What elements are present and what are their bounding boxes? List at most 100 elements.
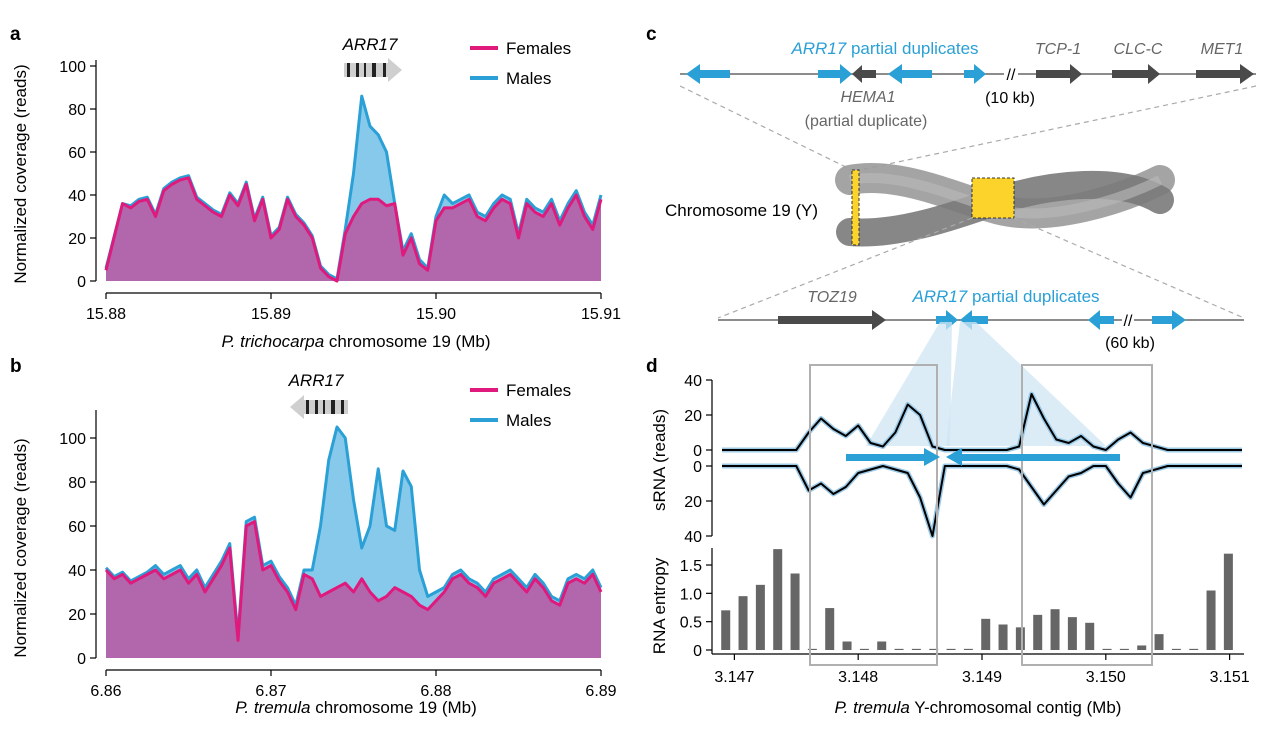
panel-b-ytick-label: 40 — [68, 563, 86, 580]
panel-b-chart: 0 20 40 60 80 100 6.86 6.87 6.88 6.89 Normalized … — [11, 371, 617, 717]
entropy-bar — [946, 648, 956, 650]
panel-b-ylabel: Normalized coverage (reads) — [11, 438, 30, 657]
entropy-bar — [1154, 634, 1164, 650]
entropy-bar — [1189, 648, 1199, 650]
top-arr17-label-rest: partial duplicates — [846, 39, 978, 58]
top-tcp1-label: TCP-1 — [1035, 41, 1081, 58]
zoom-line-bottom-right — [1013, 217, 1245, 319]
panel-a-xtick-label: 15.91 — [581, 306, 621, 323]
panel-b-ytick-label: 60 — [68, 519, 86, 536]
panel-a-xtick-label: 15.89 — [251, 306, 291, 323]
top-met1-label: MET1 — [1201, 41, 1244, 58]
chromosome-19-y — [835, 163, 1175, 247]
region-box-left — [809, 364, 938, 666]
panel-a-xlabel-rest: chromosome 19 (Mb) — [324, 332, 490, 351]
panel-letter-a: a — [10, 24, 21, 45]
bottom-arr17-duplicates — [936, 310, 1186, 330]
bottom-break-mark: // — [1124, 313, 1133, 330]
panel-letter-d: d — [646, 356, 658, 377]
entropy-xtick-label: 3.150 — [1086, 669, 1126, 686]
top-clcc-label: CLC-C — [1114, 41, 1163, 58]
panel-b-ytick-label: 0 — [77, 651, 86, 668]
region-box-right — [1021, 364, 1153, 666]
panel-a-xtick-label: 15.90 — [416, 306, 456, 323]
entropy-xtick-label: 3.151 — [1210, 669, 1250, 686]
bottom-toz19-gene — [778, 310, 886, 330]
entropy-bar — [755, 584, 765, 650]
srna-minus-line — [722, 465, 1242, 537]
projection-left — [866, 322, 952, 446]
panel-b-legend-females: Females — [506, 381, 571, 400]
panel-b-areas — [104, 425, 603, 658]
srna-ytick-label: 40 — [684, 373, 702, 390]
panel-letter-c: c — [646, 24, 657, 45]
srna-minus-shadow — [722, 463, 1242, 539]
panel-b-gene-label: ARR17 — [288, 371, 344, 390]
panel-a-legend-males: Males — [506, 69, 551, 88]
entropy-bar — [859, 648, 869, 650]
panel-a-ytick-label: 40 — [68, 188, 86, 205]
zoom-line-top-left — [679, 85, 853, 171]
top-hema1-sub: (partial duplicate) — [805, 113, 928, 130]
entropy-bar — [773, 549, 783, 650]
panel-d-entropy-bars — [721, 549, 1233, 650]
top-gap-label: (10 kb) — [985, 90, 1035, 107]
panel-a-overlap-area — [106, 177, 601, 281]
zoom-line-bottom-left — [717, 217, 973, 319]
top-arr17-label-italic: ARR17 — [790, 39, 846, 58]
panel-d-entropy-ylabel: RNA entropy — [650, 557, 669, 654]
entropy-bar — [1033, 614, 1043, 650]
entropy-bar — [1050, 609, 1060, 650]
entropy-bar — [981, 618, 991, 650]
panel-a-gene-label: ARR17 — [342, 35, 398, 54]
top-arr17-label: ARR17 partial duplicates — [790, 39, 978, 58]
entropy-bar — [911, 648, 921, 650]
srna-ytick-label: 0 — [693, 443, 702, 460]
entropy-bar — [963, 648, 973, 650]
entropy-bar — [894, 648, 904, 650]
panel-a-xlabel-italic: P. trichocarpa — [222, 332, 325, 351]
entropy-xtick-label: 3.148 — [838, 669, 878, 686]
srna-ytick-label: 20 — [684, 494, 702, 511]
entropy-bar — [1137, 645, 1147, 650]
panel-d-xlabel-italic: P. tremula — [835, 698, 910, 717]
entropy-xtick-label: 3.147 — [714, 669, 754, 686]
entropy-bar — [1085, 622, 1095, 650]
panel-b-xlabel: P. tremula chromosome 19 (Mb) — [235, 698, 477, 717]
panel-d-xlabel-rest: Y-chromosomal contig (Mb) — [910, 698, 1122, 717]
srna-ytick-label: 20 — [684, 408, 702, 425]
entropy-ytick-label: 1.0 — [680, 586, 702, 603]
bottom-toz19-label: TOZ19 — [807, 289, 857, 306]
entropy-bar — [807, 648, 817, 650]
panel-a-legend-females: Females — [506, 39, 571, 58]
panel-b-legend-males: Males — [506, 411, 551, 430]
panel-a-ytick-label: 100 — [59, 59, 86, 76]
panel-a-chart: 0 20 40 60 80 100 15.88 15.89 15.90 15.91 Normali… — [11, 35, 621, 351]
entropy-bar — [877, 641, 887, 650]
entropy-bar — [998, 624, 1008, 650]
bottom-gap-label: (60 kb) — [1105, 335, 1155, 352]
srna-plus-line — [722, 393, 1242, 451]
srna-ytick-label: 40 — [684, 529, 702, 546]
zoom-line-top-right — [859, 85, 1257, 171]
entropy-bar — [1171, 648, 1181, 650]
panel-a-ytick-label: 80 — [68, 102, 86, 119]
panel-a-ytick-label: 20 — [68, 231, 86, 248]
entropy-xtick-label: 3.149 — [962, 669, 1002, 686]
entropy-ytick-label: 0 — [693, 643, 702, 660]
entropy-bar — [1119, 648, 1129, 650]
chromosome-label: Chromosome 19 (Y) — [665, 201, 818, 220]
top-break-mark: // — [1007, 67, 1016, 84]
top-arr17-duplicates — [686, 64, 986, 84]
projection-right — [946, 322, 1106, 446]
panel-d-srna-ylabel: sRNA (reads) — [650, 409, 669, 511]
bottom-arr17-label-rest: partial duplicates — [967, 287, 1099, 306]
entropy-bar — [825, 608, 835, 650]
panel-a-axes: 0 20 40 60 80 100 15.88 15.89 15.90 15.91 — [59, 59, 621, 323]
top-dark-genes — [852, 64, 1254, 84]
srna-ytick-label: 0 — [693, 459, 702, 476]
bottom-arr17-label: ARR17 partial duplicates — [911, 287, 1099, 306]
entropy-bar — [1102, 648, 1112, 650]
